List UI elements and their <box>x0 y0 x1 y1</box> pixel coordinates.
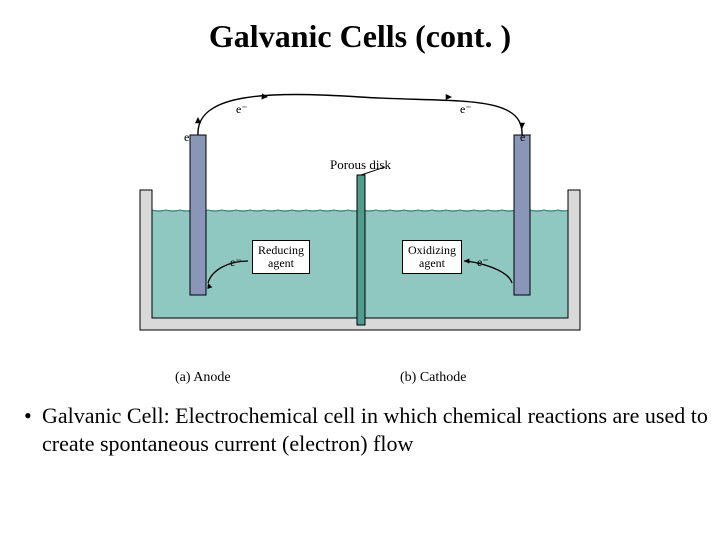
definition-bullet: • Galvanic Cell: Electrochemical cell in… <box>10 402 716 457</box>
galvanic-cell-diagram: Porous disk Reducing agent Oxidizing age… <box>130 75 590 365</box>
electron-label-inside-right: e⁻ <box>477 255 489 270</box>
reducing-agent-line1: Reducing <box>258 243 304 257</box>
oxidizing-agent-line1: Oxidizing <box>408 243 456 257</box>
page-title: Galvanic Cells (cont. ) <box>0 0 720 55</box>
electron-label-top-left-2: e⁻ <box>184 130 196 145</box>
bullet-dot-icon: • <box>24 402 32 430</box>
electron-label-top-left-1: e⁻ <box>236 102 248 117</box>
electron-label-top-right-2: e⁻ <box>520 130 532 145</box>
oxidizing-agent-box: Oxidizing agent <box>402 240 462 274</box>
porous-disk-label: Porous disk <box>330 157 391 173</box>
reducing-agent-line2: agent <box>268 256 294 270</box>
galvanic-cell-svg <box>130 75 590 365</box>
reducing-agent-box: Reducing agent <box>252 240 310 274</box>
electron-label-top-right-1: e⁻ <box>460 102 472 117</box>
oxidizing-agent-line2: agent <box>419 256 445 270</box>
electron-label-inside-left: e⁻ <box>230 255 242 270</box>
caption-anode: (a) Anode <box>175 370 231 386</box>
caption-cathode: (b) Cathode <box>400 370 466 386</box>
definition-text: Galvanic Cell: Electrochemical cell in w… <box>42 402 716 457</box>
